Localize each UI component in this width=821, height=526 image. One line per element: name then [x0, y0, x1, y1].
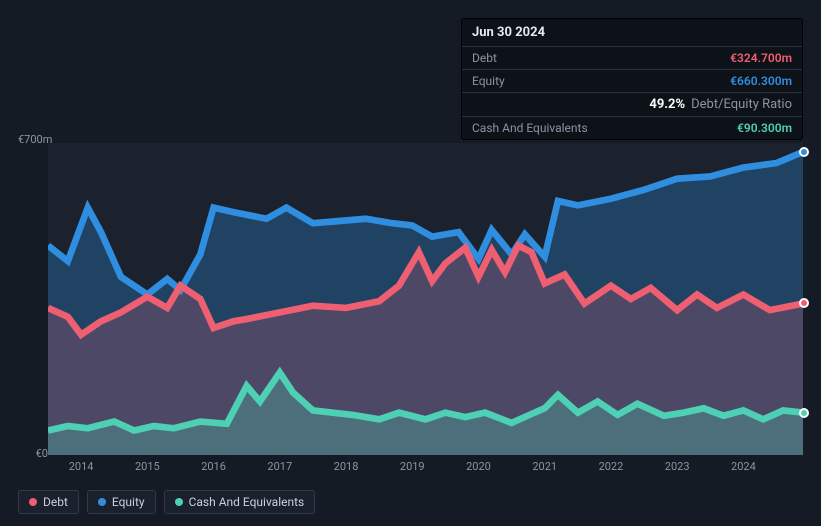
- series-end-marker-cash-and-equivalents: [799, 408, 809, 418]
- x-tick: 2021: [532, 460, 557, 473]
- tooltip-ratio-pct: 49.2%: [649, 97, 685, 112]
- x-axis-ticks: 2014 2015 2016 2017 2018 2019 2020 2021 2022 2023…: [48, 460, 803, 480]
- legend-item-equity[interactable]: Equity: [87, 490, 156, 514]
- chart-svg: [48, 143, 803, 455]
- tooltip-row-value: €660.300m: [730, 74, 792, 88]
- tooltip-row-value: €324.700m: [730, 51, 792, 65]
- y-axis-label-top: €700m: [18, 133, 48, 146]
- legend-dot: [29, 498, 37, 506]
- tooltip-row: Debt €324.700m: [462, 47, 802, 70]
- x-tick: 2014: [69, 460, 94, 473]
- chart-container: Jun 30 2024 Debt €324.700m Equity €660.300m…: [0, 0, 821, 526]
- x-tick: 2015: [135, 460, 160, 473]
- x-tick: 2020: [466, 460, 491, 473]
- legend: Debt Equity Cash And Equivalents: [18, 490, 315, 514]
- legend-item-debt[interactable]: Debt: [18, 490, 79, 514]
- legend-label: Cash And Equivalents: [189, 495, 305, 509]
- legend-dot: [175, 498, 183, 506]
- x-tick: 2023: [665, 460, 690, 473]
- series-end-marker-debt: [799, 298, 809, 308]
- legend-label: Debt: [43, 495, 68, 509]
- x-tick: 2019: [400, 460, 425, 473]
- tooltip-row-label: Debt: [472, 51, 497, 65]
- tooltip-ratio: 49.2% Debt/Equity Ratio: [649, 97, 792, 112]
- x-tick: 2017: [267, 460, 292, 473]
- x-tick: 2022: [599, 460, 624, 473]
- x-tick: 2018: [334, 460, 359, 473]
- legend-label: Equity: [112, 495, 145, 509]
- plot-region[interactable]: [48, 143, 803, 455]
- x-tick: 2024: [731, 460, 756, 473]
- tooltip-row: Equity €660.300m: [462, 70, 802, 93]
- chart-area: €700m €0 2014 2015 2016 2017 2018 2019 2020 202…: [18, 125, 803, 480]
- x-tick: 2016: [201, 460, 226, 473]
- y-axis-label-bottom: €0: [18, 447, 48, 460]
- legend-dot: [98, 498, 106, 506]
- legend-item-cash-and-equivalents[interactable]: Cash And Equivalents: [164, 490, 316, 514]
- tooltip-panel: Jun 30 2024 Debt €324.700m Equity €660.300m…: [461, 18, 803, 140]
- tooltip-ratio-label: Debt/Equity Ratio: [691, 97, 792, 112]
- tooltip-row-label: Equity: [472, 74, 505, 88]
- series-end-marker-equity: [799, 147, 809, 157]
- tooltip-date: Jun 30 2024: [462, 19, 802, 47]
- tooltip-row: 49.2% Debt/Equity Ratio: [462, 93, 802, 117]
